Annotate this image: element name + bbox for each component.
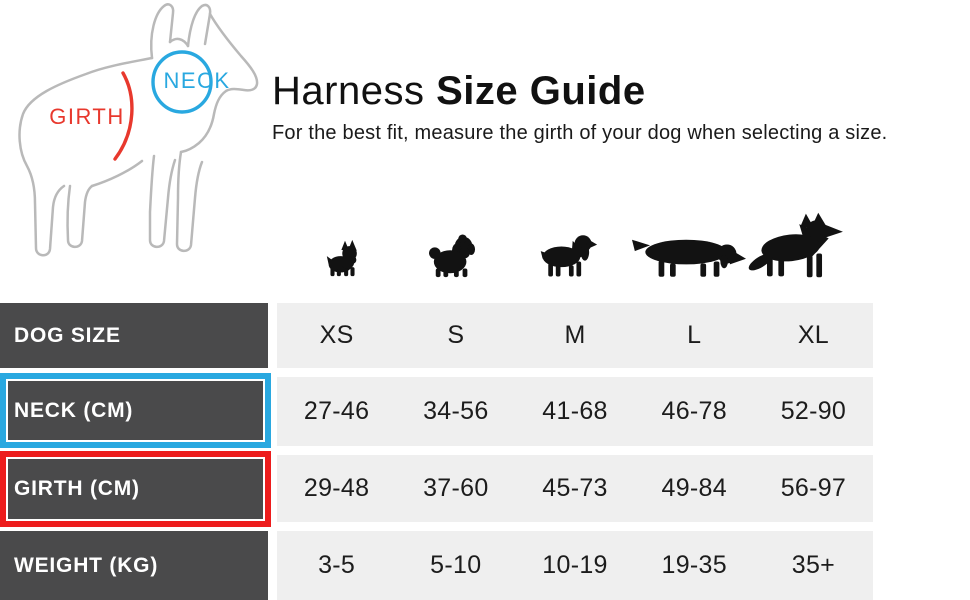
dog-ear-outline: [150, 3, 175, 60]
row-values-neck: 27-46 34-56 41-68 46-78 52-90: [277, 377, 873, 446]
weight-cell: 35+: [791, 551, 836, 579]
page-title: Harness Size Guide: [272, 70, 962, 112]
weight-cell: 10-19: [542, 551, 608, 579]
size-cell: L: [687, 321, 702, 349]
size-cell: M: [564, 321, 586, 349]
row-header-label: DOG SIZE: [14, 323, 121, 347]
row-values-weight: 3-5 5-10 10-19 19-35 35+: [277, 531, 873, 600]
page-title-bold: Size Guide: [436, 69, 646, 113]
size-cell: S: [447, 321, 465, 349]
row-values-dog-size: XS S M L XL: [277, 303, 873, 368]
row-header-label: WEIGHT (KG): [14, 553, 159, 577]
neck-cell: 34-56: [423, 397, 489, 425]
neck-cell: 46-78: [661, 397, 727, 425]
row-header-dog-size: DOG SIZE: [0, 303, 268, 368]
weight-cell: 19-35: [661, 551, 727, 579]
row-header-weight: WEIGHT (KG): [0, 531, 268, 600]
title-block: Harness Size Guide For the best fit, mea…: [272, 70, 962, 145]
row-header-neck: NECK (CM): [0, 373, 271, 448]
girth-label: GIRTH: [49, 104, 125, 129]
page-title-regular: Harness: [272, 69, 425, 113]
girth-cell: 29-48: [303, 474, 370, 502]
dog-ear-outline: [186, 3, 212, 48]
spaniel-icon: [537, 229, 599, 279]
neck-cell: 41-68: [542, 397, 608, 425]
yorkshire-terrier-icon: [325, 237, 365, 279]
weight-cell: 3-5: [318, 551, 356, 579]
girth-cell: 49-84: [661, 474, 727, 502]
weight-cell: 5-10: [430, 551, 482, 579]
dog-body-outline: [18, 56, 154, 257]
girth-cell: 37-60: [423, 474, 489, 502]
size-cell: XL: [797, 321, 829, 349]
size-cell: XS: [319, 321, 354, 349]
neck-cell: 27-46: [303, 397, 370, 425]
dog-measurement-diagram: NECK GIRTH: [18, 3, 259, 257]
shih-tzu-icon: [428, 233, 478, 279]
girth-cell: 56-97: [780, 474, 847, 502]
neck-label: NECK: [163, 68, 230, 93]
retriever-icon: [632, 227, 746, 279]
girth-arc-marker: [113, 71, 134, 161]
row-header-label: NECK (CM): [14, 398, 134, 422]
row-header-girth: GIRTH (CM): [0, 451, 271, 527]
row-values-girth: 29-48 37-60 45-73 49-84 56-97: [277, 455, 873, 522]
girth-cell: 45-73: [542, 474, 608, 502]
row-header-label: GIRTH (CM): [14, 477, 140, 500]
neck-circle-marker: [151, 50, 213, 114]
dog-head-outline: [179, 12, 259, 154]
neck-cell: 52-90: [780, 397, 847, 425]
page-subtitle: For the best fit, measure the girth of y…: [272, 122, 888, 144]
german-shepherd-icon: [748, 211, 860, 279]
